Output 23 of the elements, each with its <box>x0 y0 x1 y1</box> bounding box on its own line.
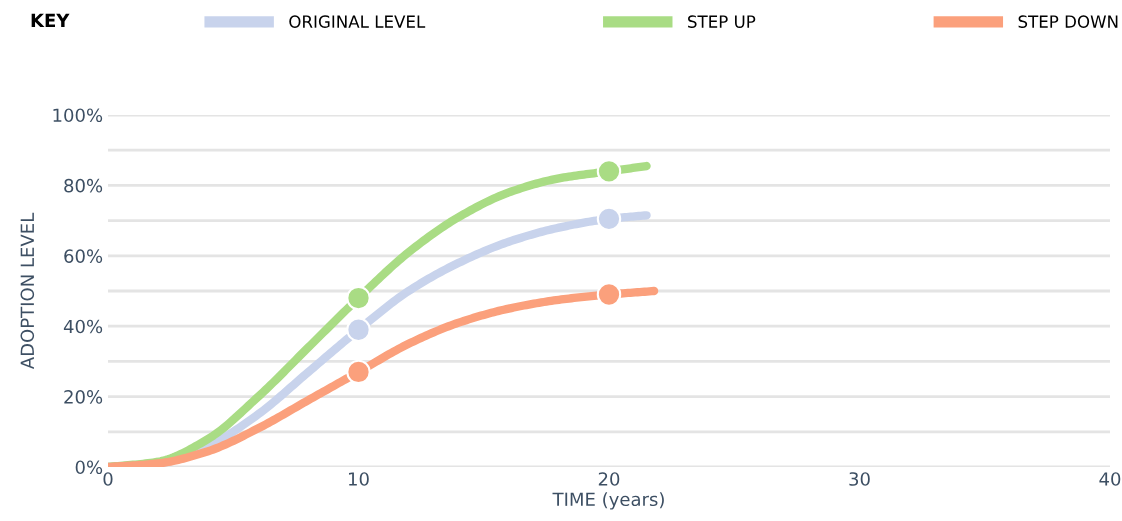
y-tick-label: 20% <box>64 390 103 404</box>
point <box>596 206 622 232</box>
y-tick-label: 40% <box>63 319 103 334</box>
x-tick-label: 40 <box>1099 472 1121 486</box>
legend-label: STEP DOWN <box>1018 15 1118 28</box>
point <box>346 359 371 385</box>
x-tick-label: 0 <box>103 472 113 486</box>
point <box>596 282 622 307</box>
x-tick-label: 20 <box>598 472 620 486</box>
x-axis-title: TIME (years) <box>552 492 664 510</box>
legend-label: ORIGINAL LEVEL <box>289 15 426 28</box>
x-tick-label: 10 <box>349 472 369 486</box>
y-tick-label: 0% <box>75 460 103 475</box>
point <box>346 317 371 342</box>
y-axis-title: ADOPTION LEVEL <box>20 212 35 370</box>
x-tick-label: 30 <box>849 472 870 486</box>
point <box>596 159 622 184</box>
point <box>346 285 371 311</box>
legend-label: STEP UP <box>688 15 756 28</box>
y-tick-label: 60% <box>64 249 103 263</box>
y-tick-label: 80% <box>64 178 103 193</box>
legend-title: KEY <box>31 13 70 27</box>
y-tick-label: 100% <box>53 108 103 123</box>
